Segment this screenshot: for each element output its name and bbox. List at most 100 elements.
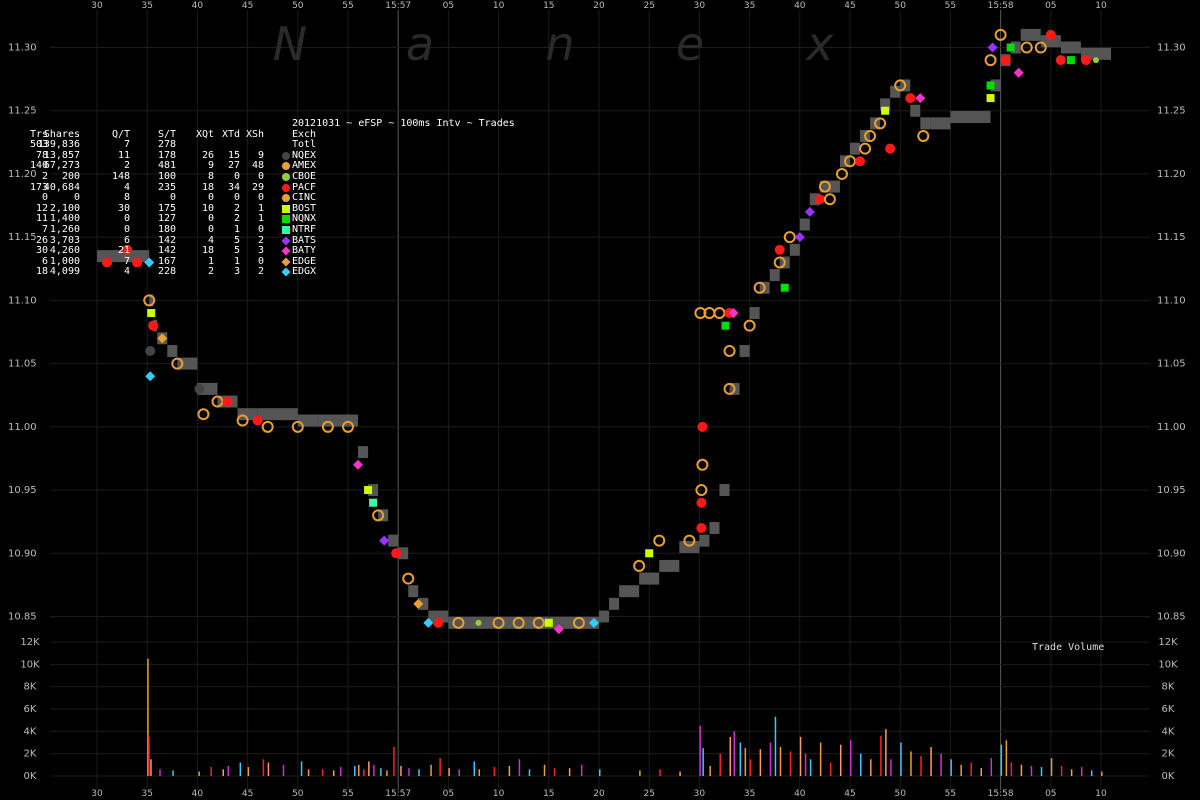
stats-cell: 11 bbox=[117, 149, 130, 161]
x-tick-label-top: 15 bbox=[543, 1, 554, 11]
nbbo-segment bbox=[609, 597, 620, 610]
volume-bar bbox=[247, 767, 250, 776]
y-tick-label-right: 11.20 bbox=[1157, 169, 1186, 180]
stats-cell: 0 bbox=[123, 223, 130, 235]
x-tick-label-bottom: 50 bbox=[292, 789, 304, 799]
trade-marker bbox=[261, 420, 274, 433]
volume-bar bbox=[870, 759, 872, 776]
volume-bar bbox=[860, 753, 862, 776]
stats-cell: 4,260 bbox=[49, 245, 80, 257]
volume-bar bbox=[448, 768, 450, 776]
legend-marker bbox=[282, 162, 290, 171]
y-tick-label-left: 11.10 bbox=[8, 295, 37, 306]
trade-marker bbox=[452, 616, 465, 629]
volume-bar bbox=[729, 736, 732, 776]
stats-cell: 5 bbox=[233, 234, 240, 246]
x-tick-label-bottom: 50 bbox=[894, 789, 906, 799]
trade-marker bbox=[804, 206, 815, 217]
trade-marker bbox=[291, 420, 304, 433]
x-tick-label-top: 05 bbox=[1045, 1, 1056, 11]
volume-bar bbox=[749, 759, 752, 776]
x-tick-label-top: 20 bbox=[593, 1, 605, 11]
gridlines bbox=[50, 10, 1150, 790]
stats-cell: 0 bbox=[123, 213, 130, 225]
stats-cell: 140 bbox=[29, 160, 48, 172]
x-tick-label-bottom: 10 bbox=[493, 789, 505, 799]
stats-cell: 15 bbox=[227, 149, 240, 161]
x-tick-label-top: 50 bbox=[894, 1, 906, 11]
stats-cell: 4,099 bbox=[49, 266, 80, 278]
trade-marker bbox=[864, 130, 877, 143]
nbbo-segment bbox=[1010, 41, 1021, 54]
stats-cell: 40,684 bbox=[43, 181, 80, 193]
trade-marker bbox=[145, 345, 156, 356]
nbbo-segment bbox=[739, 344, 750, 357]
trade-marker bbox=[1055, 55, 1066, 66]
vol-tick-label-left: 4K bbox=[24, 726, 37, 737]
stats-cell: Trs bbox=[29, 128, 48, 140]
vol-tick-label-left: 2K bbox=[24, 749, 37, 760]
stats-cell: 175 bbox=[157, 202, 176, 214]
volume-bar bbox=[528, 769, 531, 776]
stats-cell: 173 bbox=[29, 181, 48, 193]
legend-marker bbox=[282, 151, 290, 160]
stats-cell: 29 bbox=[251, 181, 264, 193]
volume-bar bbox=[1101, 771, 1103, 776]
trade-marker bbox=[905, 93, 916, 104]
trade-marker bbox=[143, 294, 156, 307]
trade-marker bbox=[780, 283, 789, 292]
x-tick-label-bottom: 30 bbox=[694, 789, 706, 799]
volume-bar bbox=[508, 765, 511, 776]
nbbo-segment bbox=[548, 616, 579, 629]
stats-cell: NQEX bbox=[292, 149, 317, 161]
x-tick-label-bottom: 40 bbox=[794, 789, 806, 799]
nbbo-segment bbox=[709, 521, 720, 534]
volume-bar bbox=[829, 762, 832, 776]
stats-cell: 8 bbox=[207, 170, 214, 182]
x-tick-label-top: 50 bbox=[292, 1, 304, 11]
x-tick-label-bottom: 40 bbox=[192, 789, 204, 799]
volume-bar bbox=[418, 769, 420, 776]
trade-marker bbox=[1013, 67, 1024, 78]
nbbo-segment bbox=[167, 344, 178, 357]
volume-bar bbox=[262, 759, 265, 776]
stats-cell: 503 bbox=[29, 139, 48, 151]
trade-marker bbox=[148, 320, 159, 331]
nbbo-segment bbox=[1020, 28, 1041, 41]
volume-bar bbox=[400, 765, 402, 776]
volume-bar bbox=[819, 742, 822, 776]
stats-cell: 18 bbox=[201, 245, 214, 257]
nbbo-segment bbox=[599, 610, 610, 623]
volume-bar bbox=[920, 755, 922, 776]
volume-bar bbox=[543, 764, 546, 776]
x-tick-label-bottom: 15:57 bbox=[385, 789, 411, 799]
volume-bar bbox=[850, 740, 852, 776]
nbbo-segment bbox=[237, 408, 258, 421]
nbbo-segment bbox=[850, 142, 861, 155]
stats-cell: 167 bbox=[157, 255, 176, 267]
volume-bar bbox=[960, 764, 962, 776]
x-tick-label-top: 45 bbox=[844, 1, 855, 11]
x-tick-label-top: 15:57 bbox=[385, 1, 411, 11]
stats-cell: 0 bbox=[257, 192, 264, 204]
nbbo-segment bbox=[639, 572, 660, 585]
x-tick-label-top: 35 bbox=[141, 1, 152, 11]
x-tick-label-top: 15:58 bbox=[988, 1, 1014, 11]
x-tick-label-top: 55 bbox=[342, 1, 353, 11]
volume-bar bbox=[553, 768, 556, 776]
volume-bar bbox=[386, 770, 388, 776]
nbbo-segment bbox=[388, 534, 399, 547]
nbbo-segment bbox=[358, 446, 369, 459]
x-tick-label-bottom: 20 bbox=[593, 789, 605, 799]
stats-cell: 2 bbox=[233, 213, 240, 225]
y-tick-label-right: 11.10 bbox=[1157, 295, 1186, 306]
volume-bar bbox=[950, 759, 952, 776]
stats-cell: Q/T bbox=[111, 128, 130, 140]
volume-bar bbox=[198, 771, 200, 776]
stats-cell: 1 bbox=[233, 255, 240, 267]
x-tick-label-top: 25 bbox=[643, 1, 654, 11]
trade-marker bbox=[553, 624, 564, 635]
stats-cell: 4 bbox=[123, 266, 130, 278]
trade-marker bbox=[122, 244, 133, 255]
